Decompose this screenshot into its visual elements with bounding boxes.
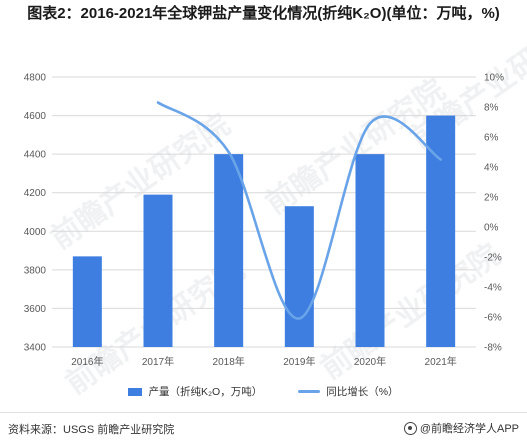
legend-swatch-line bbox=[298, 390, 321, 393]
chart-title: 图表2：2016-2021年全球钾盐产量变化情况(折纯K₂O)(单位：万吨，%) bbox=[27, 5, 500, 22]
legend-label-production: 产量（折纯K₂O，万吨） bbox=[148, 386, 263, 398]
legend-item-production: 产量（折纯K₂O，万吨） bbox=[128, 384, 262, 399]
bar bbox=[284, 206, 314, 347]
watermark-text: 前瞻产业研究院 bbox=[315, 237, 507, 385]
y-right-tick-label: -2% bbox=[484, 253, 502, 264]
y-left-tick-label: 4000 bbox=[24, 227, 47, 238]
y-left-tick-label: 4400 bbox=[24, 150, 47, 161]
bar bbox=[143, 194, 173, 347]
x-tick-label: 2016年 bbox=[71, 355, 103, 368]
bar bbox=[214, 154, 244, 347]
y-right-tick-label: -8% bbox=[484, 343, 502, 354]
y-right-tick-label: 4% bbox=[484, 163, 499, 174]
x-tick-label: 2021年 bbox=[425, 355, 457, 368]
brand: @前瞻经济学人APP bbox=[403, 420, 519, 436]
legend-item-growth: 同比增长（%） bbox=[298, 384, 399, 399]
legend: 产量（折纯K₂O，万吨） 同比增长（%） bbox=[0, 384, 527, 399]
y-right-tick-label: -4% bbox=[484, 283, 502, 294]
y-right-tick-label: 2% bbox=[484, 193, 499, 204]
y-right-tick-label: 0% bbox=[484, 223, 499, 234]
y-right-tick-label: 10% bbox=[484, 73, 504, 84]
y-right-tick-label: 6% bbox=[484, 133, 499, 144]
y-left-tick-label: 4800 bbox=[24, 73, 47, 84]
x-tick-label: 2018年 bbox=[213, 355, 245, 368]
y-left-tick-label: 3400 bbox=[24, 343, 47, 354]
footer: 资料来源：USGS 前瞻产业研究院 @前瞻经济学人APP bbox=[0, 412, 527, 448]
brand-text: @前瞻经济学人APP bbox=[419, 423, 519, 435]
y-left-tick-label: 4600 bbox=[24, 111, 47, 122]
legend-label-growth: 同比增长（%） bbox=[326, 386, 399, 398]
y-left-tick-label: 3800 bbox=[24, 265, 47, 276]
y-left-tick-label: 3600 bbox=[24, 304, 47, 315]
x-tick-label: 2017年 bbox=[142, 355, 174, 368]
x-tick-label: 2019年 bbox=[283, 355, 315, 368]
bar bbox=[355, 154, 385, 347]
bar bbox=[426, 115, 456, 347]
source-text: 资料来源：USGS 前瞻产业研究院 bbox=[8, 424, 175, 436]
growth-line bbox=[156, 101, 442, 320]
y-right-tick-label: -6% bbox=[484, 313, 502, 324]
y-right-tick-label: 8% bbox=[484, 103, 499, 114]
legend-swatch-bar bbox=[128, 387, 143, 396]
brand-logo-icon bbox=[403, 421, 417, 435]
y-left-tick-label: 4200 bbox=[24, 188, 47, 199]
x-tick-label: 2020年 bbox=[354, 355, 386, 368]
bar bbox=[72, 256, 102, 347]
